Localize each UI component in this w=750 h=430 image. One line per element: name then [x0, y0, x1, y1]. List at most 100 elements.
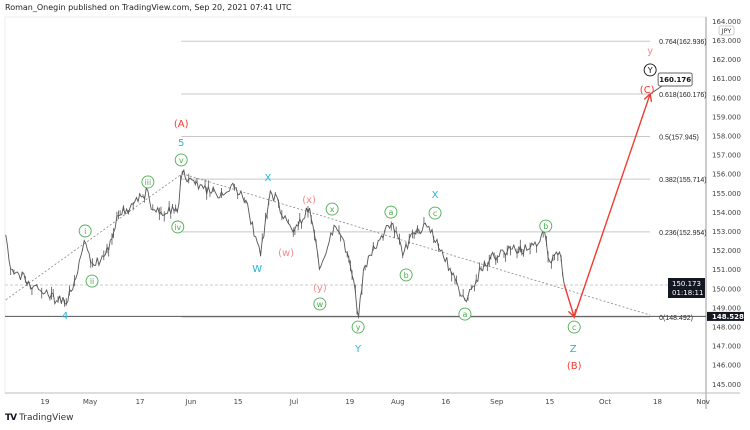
wave-circle: [78, 224, 92, 238]
x-tick-label: 18: [653, 398, 662, 406]
x-tick-label: May: [83, 398, 97, 406]
wave-label: W: [252, 264, 262, 275]
wave-label: v: [179, 156, 184, 165]
fib-retracement: 0.764(162.936) 0.618(160.176) 0.5(157.945)…: [5, 39, 707, 322]
wave-circle: [399, 268, 413, 282]
x-tick-label: Jul: [289, 398, 299, 406]
y-tick-label: 149.000: [712, 304, 741, 312]
wave-label: a: [462, 310, 467, 319]
currency-label: JPY: [721, 27, 732, 35]
bar-countdown: 01:18:11: [672, 289, 703, 297]
wave-label: iii: [145, 178, 152, 187]
price-axis: 164.000 163.000 162.000 161.000 160.000 159.0…: [668, 18, 744, 389]
wave-label: 5: [178, 138, 184, 149]
x-tick-label: Nov: [696, 398, 710, 406]
y-tick-label: 146.000: [712, 362, 741, 370]
trendline: [5, 173, 183, 301]
wave-label: (C): [640, 85, 655, 96]
wave-circle: [567, 320, 581, 334]
wave-label: (w): [278, 248, 294, 259]
time-axis: 19 May 17 Jun 15 Jul 19 Aug 16 Sep 15 Oct 18 Nov: [41, 398, 710, 406]
wave-circle: [539, 219, 553, 233]
y-tick-label: 152.000: [712, 247, 741, 255]
trendlines: [5, 173, 651, 316]
wave-label: ii: [90, 277, 94, 286]
arrow-head-icon: [649, 93, 653, 102]
arrow-head-icon: [643, 93, 651, 100]
x-tick-label: 15: [234, 398, 243, 406]
price-series: [5, 168, 565, 319]
brand-name: TradingView: [19, 413, 74, 423]
last-price-label: 150.173: [672, 280, 701, 288]
wave-label: 4: [62, 311, 68, 322]
arrow-head-icon: [567, 310, 575, 318]
wave-label: a: [388, 208, 393, 217]
wave-label: (B): [567, 361, 582, 372]
wave-labels: 160.176(A)5viiiiiiiv4XW(x)(w)(y)xwyYabXc…: [62, 46, 693, 372]
y-tick-label: 155.000: [712, 190, 741, 198]
wave-circle: [325, 202, 339, 216]
wave-label: Y: [647, 66, 653, 75]
wave-circle: [174, 153, 188, 167]
wave-circle: [313, 297, 327, 311]
callout-pointer: [649, 85, 663, 95]
y-tick-label: 147.000: [712, 343, 741, 351]
y-tick-label: 148.000: [712, 324, 741, 332]
y-tick-label: 162.000: [712, 56, 741, 64]
y-tick-label: 163.000: [712, 37, 741, 45]
wave-label: b: [404, 271, 409, 280]
wave-circle: [643, 63, 657, 77]
wave-label: iv: [174, 223, 181, 232]
y-tick-label: 160.000: [712, 94, 741, 102]
last-price-tag: [668, 277, 705, 298]
y-tick-label: 157.000: [712, 152, 741, 160]
fib-level-label: 0.5(157.945): [659, 135, 699, 142]
trendline: [182, 173, 651, 316]
wave-label: X: [432, 190, 439, 201]
callout-label: 160.176: [659, 76, 691, 84]
wave-circle: [428, 206, 442, 220]
x-tick-label: 15: [545, 398, 554, 406]
y-tick-label: 151.000: [712, 266, 741, 274]
wave-label: c: [433, 209, 437, 218]
wave-circle: [171, 220, 185, 234]
publish-header: Roman_Onegin published on TradingView.co…: [5, 3, 292, 12]
wave-label: y: [647, 46, 653, 57]
projection-arrow: [563, 93, 653, 320]
y-tick-label: 164.000: [712, 18, 741, 26]
wave-label: (x): [302, 195, 316, 206]
tradingview-logo-icon: TV: [5, 413, 17, 423]
footer-brand[interactable]: TV TradingView: [5, 413, 74, 423]
x-tick-label: 19: [345, 398, 354, 406]
fib-level-label: 0.236(152.954): [659, 230, 706, 237]
wave-label: Y: [354, 344, 362, 355]
wave-circle: [384, 205, 398, 219]
wave-label: y: [356, 323, 361, 332]
x-tick-label: Oct: [599, 398, 611, 406]
x-tick-label: 16: [441, 398, 450, 406]
y-tick-label: 159.000: [712, 113, 741, 121]
wave-label: b: [543, 222, 548, 231]
x-tick-label: Aug: [391, 398, 405, 406]
wave-label: X: [265, 173, 272, 184]
wave-label: (y): [313, 283, 327, 294]
wave-label: i: [84, 227, 86, 236]
y-tick-label: 158.000: [712, 133, 741, 141]
arrow-head-icon: [573, 308, 577, 318]
x-tick-label: 17: [136, 398, 145, 406]
callout-box: [657, 72, 693, 87]
wave-label: Z: [570, 344, 577, 355]
fib-level-label: 0.382(155.714): [659, 177, 706, 184]
y-tick-label: 153.000: [712, 228, 741, 236]
y-tick-label: 156.000: [712, 171, 741, 179]
x-tick-label: Sep: [490, 398, 504, 406]
plot-area: [4, 16, 707, 394]
currency-badge: [718, 25, 735, 36]
y-tick-label: 150.000: [712, 285, 741, 293]
x-tick-label: 19: [41, 398, 50, 406]
chart-frame: [4, 16, 740, 409]
wave-circle: [351, 320, 365, 334]
wave-label: (A): [174, 119, 189, 130]
projection-path: [563, 93, 651, 320]
